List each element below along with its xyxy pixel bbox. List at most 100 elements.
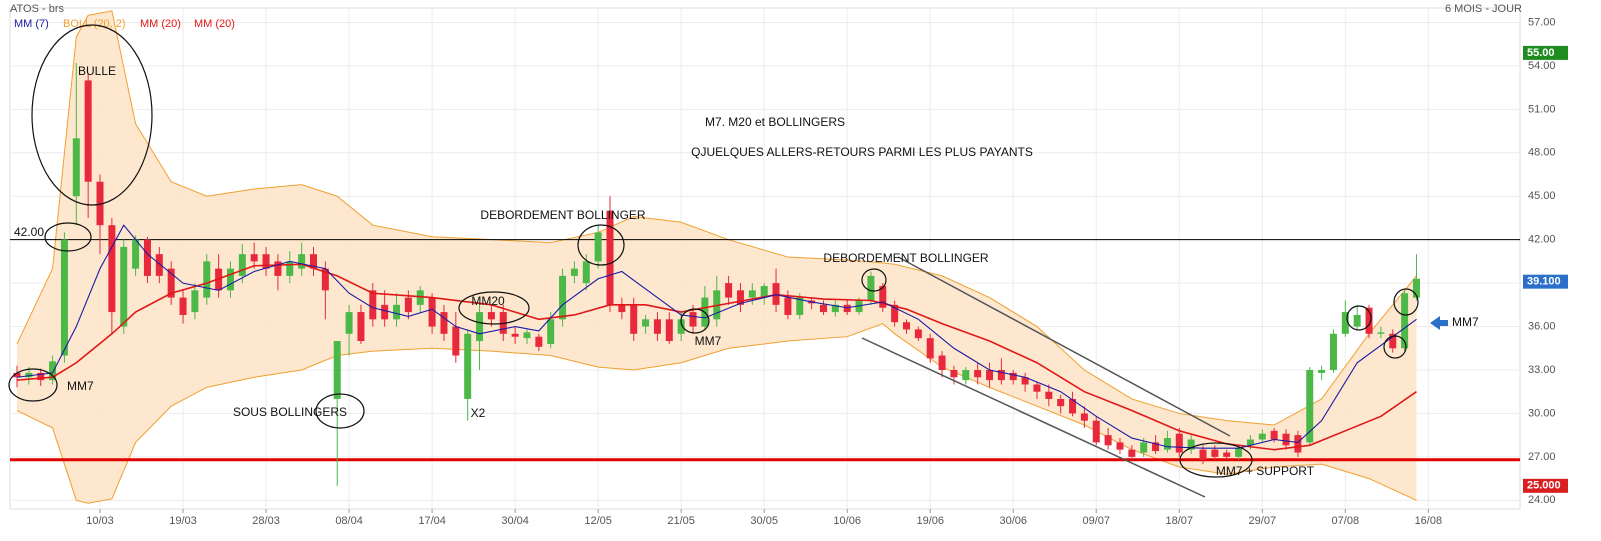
x-tick-label: 16/08 (1415, 515, 1443, 527)
x-tick-label: 30/05 (750, 515, 778, 527)
drawings (8, 24, 1448, 498)
candle-body (286, 261, 294, 276)
annotation: SOUS BOLLINGERS (233, 405, 347, 419)
candle-body (321, 268, 329, 291)
y-tick-label: 54.00 (1528, 60, 1556, 72)
circle (315, 393, 365, 429)
candle-body (96, 181, 104, 226)
annotation: 42.00 (14, 225, 44, 239)
candle-body (298, 254, 306, 269)
x-tick-label: 28/03 (252, 515, 280, 527)
chart-title: ATOS - brs (10, 3, 64, 15)
candle-body (950, 369, 958, 378)
candle-body (665, 319, 673, 342)
circle (31, 24, 153, 206)
legend-entry: MM (20) (140, 18, 181, 30)
candle-body (1057, 398, 1065, 407)
candle-body (570, 268, 578, 276)
y-tick-label: 36.00 (1528, 320, 1556, 332)
legend-entry: BOLL (20, 2) (63, 18, 126, 30)
candle-body (962, 369, 970, 381)
candle-body (1282, 433, 1290, 446)
x-tick-label: 19/03 (169, 515, 197, 527)
candle-body (535, 336, 543, 347)
price-tag (1523, 274, 1568, 289)
candle-body (381, 304, 389, 320)
candle-body (748, 290, 756, 298)
candle-body (986, 369, 994, 381)
legend-entry: MM (7) (14, 18, 49, 30)
candle-body (1211, 449, 1219, 457)
candle-body (819, 304, 827, 313)
candle-body (310, 254, 317, 269)
candle-body (1341, 312, 1349, 334)
x-tick-label: 19/06 (916, 515, 944, 527)
candle-body (120, 246, 128, 327)
y-tick-label: 24.00 (1528, 494, 1556, 506)
candle-body (1412, 278, 1420, 298)
candle-body (250, 254, 258, 262)
candle-body (642, 319, 650, 327)
candle-body (1140, 442, 1148, 453)
y-tick-label: 51.00 (1528, 103, 1556, 115)
trend-line (897, 256, 1231, 437)
y-tick-label: 33.00 (1528, 364, 1556, 376)
candle-body (37, 372, 45, 381)
candle-body (143, 239, 151, 276)
candle-body (1009, 372, 1017, 381)
candle-body (677, 319, 685, 334)
candle-body (476, 312, 484, 342)
candle-body (393, 304, 401, 320)
y-tick-label: 42.00 (1528, 234, 1556, 246)
candle-body (369, 290, 377, 320)
candle-body (879, 286, 887, 308)
y-tick-label: 45.00 (1528, 190, 1556, 202)
circle (8, 368, 58, 402)
candle-body (203, 261, 211, 298)
arrow (1430, 316, 1448, 330)
candle-body (1033, 384, 1041, 392)
legend: MM (7) BOLL (20, 2) MM (20) MM (20) (14, 18, 235, 30)
circle (1393, 288, 1419, 316)
candle-body (1069, 398, 1077, 414)
price-tag-label: 55.00 (1527, 47, 1555, 59)
candle-body (1152, 442, 1160, 452)
candle-body (1246, 439, 1254, 446)
candle-body (760, 286, 768, 298)
candle-body (1365, 307, 1373, 334)
candle-body (191, 290, 199, 313)
candle-body (511, 333, 519, 337)
annotation: QJUELQUES ALLERS-RETOURS PARMI LES PLUS … (691, 145, 1033, 159)
legend-entry: MM (20) (194, 18, 235, 30)
candle-body (974, 369, 982, 378)
annotation: BULLE (78, 64, 116, 78)
candle-body (843, 304, 851, 313)
candle-body (796, 297, 804, 315)
candle-body (464, 333, 472, 399)
candle-body (938, 355, 946, 370)
candle-body (1329, 333, 1337, 370)
candle-body (132, 239, 140, 269)
candle-body (25, 372, 33, 378)
candle-body (84, 80, 92, 182)
candle-body (226, 268, 234, 291)
candle-body (1389, 333, 1397, 349)
x-tick-label: 08/04 (335, 515, 363, 527)
candle-body (108, 225, 116, 313)
x-tick-label: 29/07 (1249, 515, 1277, 527)
x-tick-label: 10/06 (833, 515, 861, 527)
y-tick-label: 57.00 (1528, 16, 1556, 28)
price-tag-label: 39.100 (1527, 276, 1561, 288)
candle-body (725, 283, 733, 298)
candle-body (1353, 314, 1361, 327)
candle-body (487, 312, 495, 320)
circle (458, 291, 530, 325)
circle (1346, 305, 1372, 331)
candle-body (238, 254, 246, 276)
annotation: M7. M20 et BOLLINGERS (705, 115, 845, 129)
price-tag (1523, 45, 1568, 60)
candle-body (13, 372, 21, 378)
price-tag-label: 25.000 (1527, 480, 1561, 492)
candle-body (428, 297, 436, 327)
candle-body (1318, 369, 1326, 373)
